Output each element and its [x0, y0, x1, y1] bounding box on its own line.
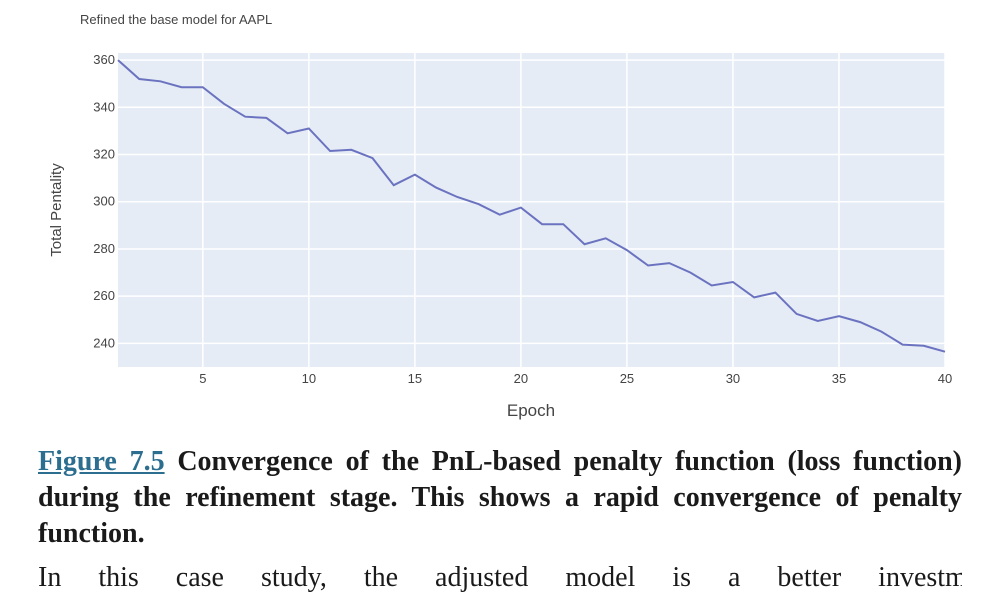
plot-area [118, 53, 945, 367]
y-tick-label: 300 [93, 194, 115, 209]
x-tick-label: 5 [199, 371, 206, 386]
series-line [117, 59, 946, 353]
line-chart: Refined the base model for AAPL 240 260 28… [48, 12, 952, 420]
y-tick-label: 240 [93, 335, 115, 350]
figure-reference-link[interactable]: Figure 7.5 [38, 446, 165, 477]
y-axis-label: Total Pentality [48, 163, 65, 257]
x-tick-label: 10 [302, 371, 316, 386]
x-tick-labels: 5 10 15 20 25 30 35 40 [199, 371, 952, 386]
next-paragraph-line: In this case study, the adjusted model i… [38, 562, 962, 592]
y-tick-label: 280 [93, 241, 115, 256]
y-tick-label: 340 [93, 99, 115, 114]
chart-title: Refined the base model for AAPL [80, 12, 272, 27]
y-tick-label: 320 [93, 147, 115, 162]
x-axis-label: Epoch [507, 401, 555, 420]
caption-text: Convergence of the PnL-based penalty fun… [38, 446, 962, 549]
x-tick-label: 30 [726, 371, 740, 386]
x-tick-label: 15 [408, 371, 422, 386]
y-tick-label: 360 [93, 52, 115, 67]
y-tick-label: 260 [93, 288, 115, 303]
y-tick-labels: 240 260 280 300 320 340 360 [93, 52, 115, 350]
x-tick-label: 25 [620, 371, 634, 386]
x-tick-label: 40 [938, 371, 952, 386]
chart-svg: Refined the base model for AAPL 240 260 28… [48, 12, 952, 420]
figure-caption: Figure 7.5 Convergence of the PnL-based … [38, 444, 962, 552]
x-tick-label: 20 [514, 371, 528, 386]
x-tick-label: 35 [832, 371, 846, 386]
grid-lines [118, 53, 946, 367]
